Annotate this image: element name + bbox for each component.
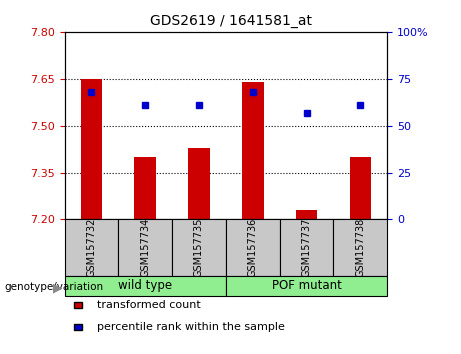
Text: wild type: wild type bbox=[118, 279, 172, 292]
Bar bbox=[81, 79, 102, 219]
Bar bbox=[242, 82, 264, 219]
Bar bbox=[188, 148, 210, 219]
Text: GSM157734: GSM157734 bbox=[140, 218, 150, 278]
Bar bbox=[349, 157, 371, 219]
Text: GDS2619 / 1641581_at: GDS2619 / 1641581_at bbox=[149, 14, 312, 28]
Bar bbox=[65, 219, 118, 276]
Text: GSM157737: GSM157737 bbox=[301, 218, 312, 278]
Text: GSM157736: GSM157736 bbox=[248, 218, 258, 278]
Bar bbox=[333, 219, 387, 276]
Text: percentile rank within the sample: percentile rank within the sample bbox=[97, 322, 285, 332]
Bar bbox=[226, 219, 280, 276]
Bar bbox=[226, 276, 387, 296]
Bar bbox=[296, 210, 317, 219]
Bar bbox=[172, 219, 226, 276]
Text: ▶: ▶ bbox=[53, 281, 62, 294]
Text: GSM157738: GSM157738 bbox=[355, 218, 366, 278]
Text: POF mutant: POF mutant bbox=[272, 279, 342, 292]
Text: transformed count: transformed count bbox=[97, 300, 201, 310]
Bar bbox=[135, 157, 156, 219]
Text: genotype/variation: genotype/variation bbox=[5, 282, 104, 292]
Bar bbox=[65, 276, 226, 296]
Bar bbox=[280, 219, 333, 276]
Text: GSM157732: GSM157732 bbox=[86, 218, 96, 278]
Bar bbox=[118, 219, 172, 276]
Text: GSM157735: GSM157735 bbox=[194, 218, 204, 278]
